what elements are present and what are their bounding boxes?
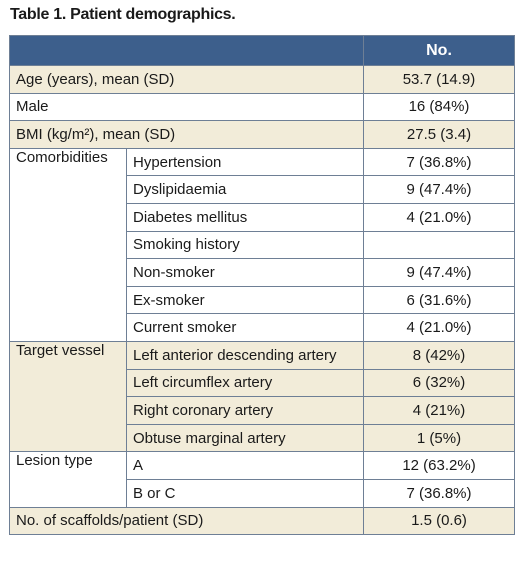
table-row-bmi: BMI (kg/m²), mean (SD) 27.5 (3.4) (9, 120, 515, 149)
row-label: Left circumflex artery (126, 368, 364, 398)
table-row-rca: Right coronary artery 4 (21%) (10, 396, 515, 425)
group-label-lesion-type: Lesion type (9, 451, 127, 508)
row-label: Left anterior descending artery (126, 340, 364, 370)
group-label-target-vessel: Target vessel (9, 340, 127, 453)
row-value: 9 (47.4%) (363, 258, 515, 287)
row-value (363, 230, 515, 260)
row-value: 16 (84%) (363, 92, 515, 122)
table-row-scaffolds: No. of scaffolds/patient (SD) 1.5 (0.6) (9, 506, 515, 536)
row-value: 7 (36.8%) (363, 478, 515, 508)
table-caption: Table 1. Patient demographics. (10, 6, 236, 23)
table-row-lesion-bc: B or C 7 (36.8%) (10, 478, 515, 508)
row-label: No. of scaffolds/patient (SD) (9, 506, 364, 536)
row-value: 4 (21.0%) (363, 202, 515, 232)
header-no: No. (363, 35, 515, 66)
table-row-diabetes: Diabetes mellitus 4 (21.0%) (10, 202, 515, 232)
row-label: A (126, 451, 364, 480)
demographics-table: No. Age (years), mean (SD) 53.7 (14.9) M… (9, 35, 515, 536)
row-label: Male (9, 92, 364, 122)
table-row-male: Male 16 (84%) (9, 92, 515, 122)
row-value: 8 (42%) (363, 340, 515, 370)
row-label: Current smoker (126, 313, 364, 342)
row-label: Right coronary artery (126, 396, 364, 425)
table-row-age: Age (years), mean (SD) 53.7 (14.9) (9, 65, 515, 94)
row-value: 9 (47.4%) (363, 175, 515, 204)
row-label: Smoking history (126, 230, 364, 260)
table-row-smoking-history: Smoking history (10, 230, 515, 260)
table-row-ex-smoker: Ex-smoker 6 (31.6%) (10, 285, 515, 315)
row-value: 1.5 (0.6) (363, 506, 515, 536)
row-label: Non-smoker (126, 258, 364, 287)
row-label: Age (years), mean (SD) (9, 65, 364, 94)
table-row-hypertension: Comorbidities Hypertension 7 (36.8%) (9, 147, 515, 342)
table-row-dyslipidaemia: Dyslipidaemia 9 (47.4%) (10, 175, 515, 204)
row-label: Dyslipidaemia (126, 175, 364, 204)
row-value: 4 (21%) (363, 396, 515, 425)
row-value: 27.5 (3.4) (363, 120, 515, 149)
row-label: B or C (126, 478, 364, 508)
row-value: 1 (5%) (363, 423, 515, 453)
row-label: Hypertension (126, 147, 364, 177)
row-value: 4 (21.0%) (363, 313, 515, 342)
row-value: 7 (36.8%) (363, 147, 515, 177)
table-header-row: No. (9, 35, 515, 66)
row-value: 6 (31.6%) (363, 285, 515, 315)
table-row-lesion-a: Lesion type A 12 (63.2%) (9, 451, 515, 508)
row-label: Obtuse marginal artery (126, 423, 364, 453)
row-value: 12 (63.2%) (363, 451, 515, 480)
table-row-lcx: Left circumflex artery 6 (32%) (10, 368, 515, 398)
table-row-lad: Target vessel Left anterior descending a… (9, 340, 515, 453)
row-label: Diabetes mellitus (126, 202, 364, 232)
row-label: BMI (kg/m²), mean (SD) (9, 120, 364, 149)
row-value: 6 (32%) (363, 368, 515, 398)
header-blank-cell (9, 35, 364, 66)
row-label: Ex-smoker (126, 285, 364, 315)
group-label-comorbidities: Comorbidities (9, 147, 127, 342)
table-row-current-smoker: Current smoker 4 (21.0%) (10, 313, 515, 342)
table-row-non-smoker: Non-smoker 9 (47.4%) (10, 258, 515, 287)
row-value: 53.7 (14.9) (363, 65, 515, 94)
